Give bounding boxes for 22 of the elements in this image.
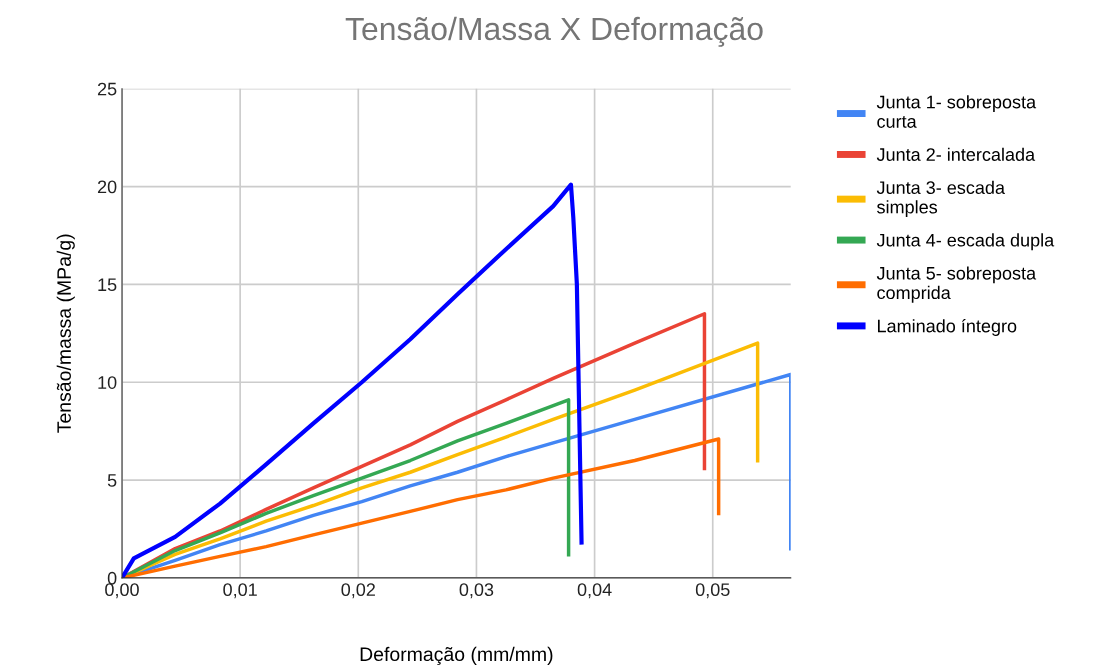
legend-label: Junta 1- sobreposta curta: [876, 95, 1037, 128]
legend-label: Junta 2- intercalada: [876, 147, 1036, 161]
x-tick-label: 0,02: [341, 583, 375, 599]
x-tick-label: 0,00: [105, 583, 139, 599]
x-tick-label: 0,05: [695, 583, 730, 599]
y-tick-label: 0: [107, 571, 117, 585]
x-tick-label: 0,03: [459, 583, 494, 599]
legend-label: Laminado íntegro: [878, 318, 1017, 336]
x-axis-title: Deformação (mm/mm): [360, 646, 553, 666]
y-tick-label: 10: [98, 376, 117, 389]
chart-title: Tensão/Massa X Deformação: [345, 16, 763, 47]
y-tick-label: 15: [98, 278, 117, 292]
y-tick-label: 20: [97, 180, 117, 194]
y-axis-title: Tensão/massa (MPa/g): [56, 234, 75, 433]
legend-label: Junta 3- escada simples: [876, 180, 1005, 218]
legend-label: Junta 4- escada dupla: [876, 233, 1055, 251]
legend-label: Junta 5- sobreposta comprida: [876, 266, 1037, 303]
x-tick-label: 0,01: [223, 583, 257, 599]
y-tick-label: 5: [107, 474, 117, 487]
x-tick-label: 0,04: [577, 583, 612, 599]
line-series: [121, 182, 584, 578]
y-tick-label: 25: [97, 82, 117, 96]
